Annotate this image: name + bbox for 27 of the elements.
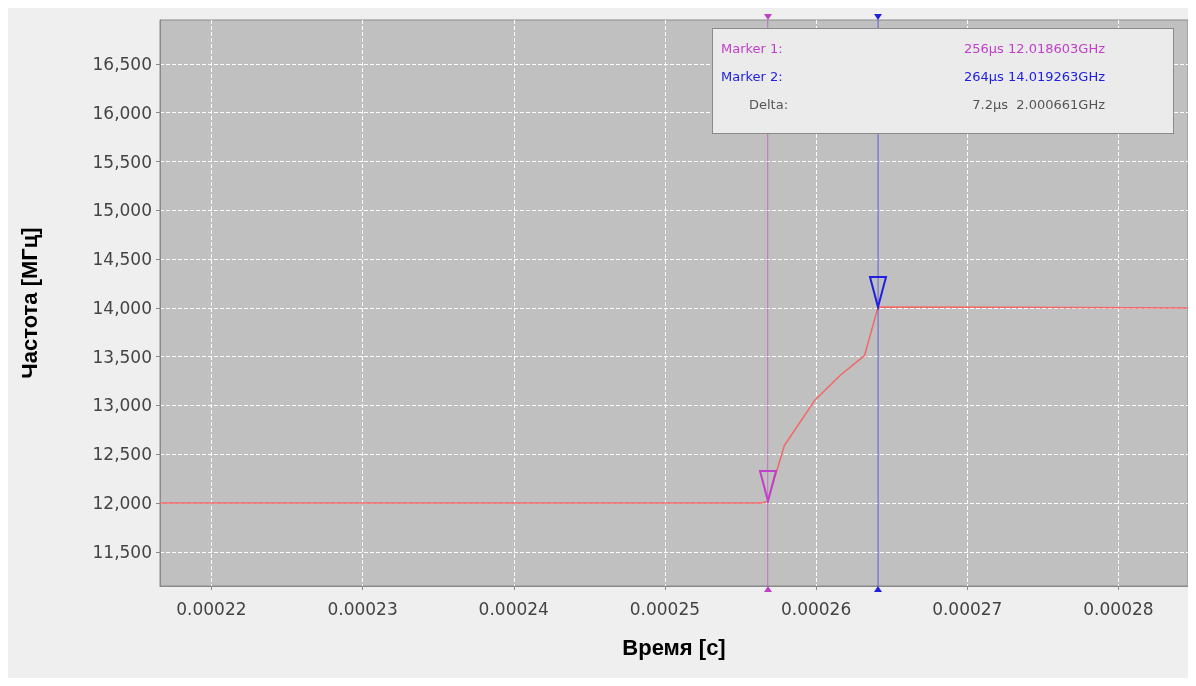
y-tick-label: 14,000 — [92, 297, 152, 318]
y-tick-label: 16,000 — [92, 102, 152, 123]
y-tick-label: 15,000 — [92, 200, 152, 221]
y-tick-label: 14,500 — [92, 249, 152, 270]
annotation: Marker 2: — [721, 69, 783, 84]
annotation: 7.2µs 2.000661GHz — [972, 97, 1105, 112]
y-tick-label: 13,500 — [92, 346, 152, 367]
x-tick-label: 0.00027 — [932, 598, 1003, 619]
x-tick-label: 0.00026 — [780, 598, 852, 619]
line-series — [159, 306, 1188, 504]
y-tick-label: 16,500 — [92, 53, 152, 74]
annotation: 256µs 12.018603GHz — [964, 41, 1105, 56]
y-axis-title: Частота [МГц] — [16, 227, 42, 379]
x-tick-label: 0.00024 — [478, 598, 549, 619]
y-tick-label: 12,500 — [92, 444, 152, 465]
y-tick-label: 12,000 — [92, 493, 152, 514]
x-tick-label: 0.00023 — [327, 598, 398, 619]
x-tick-label: 0.00025 — [629, 598, 701, 619]
annotation: Delta: — [749, 97, 789, 112]
x-axis-title: Время [с] — [622, 634, 726, 660]
y-tick-label: 13,000 — [92, 395, 152, 416]
x-tick-label: 0.00022 — [176, 598, 247, 619]
y-tick-label: 11,500 — [92, 541, 152, 562]
y-tick-label: 15,500 — [92, 151, 152, 172]
x-tick-label: 0.00028 — [1083, 598, 1154, 619]
annotation: Marker 1: — [721, 41, 783, 56]
annotation: 264µs 14.019263GHz — [964, 69, 1105, 84]
